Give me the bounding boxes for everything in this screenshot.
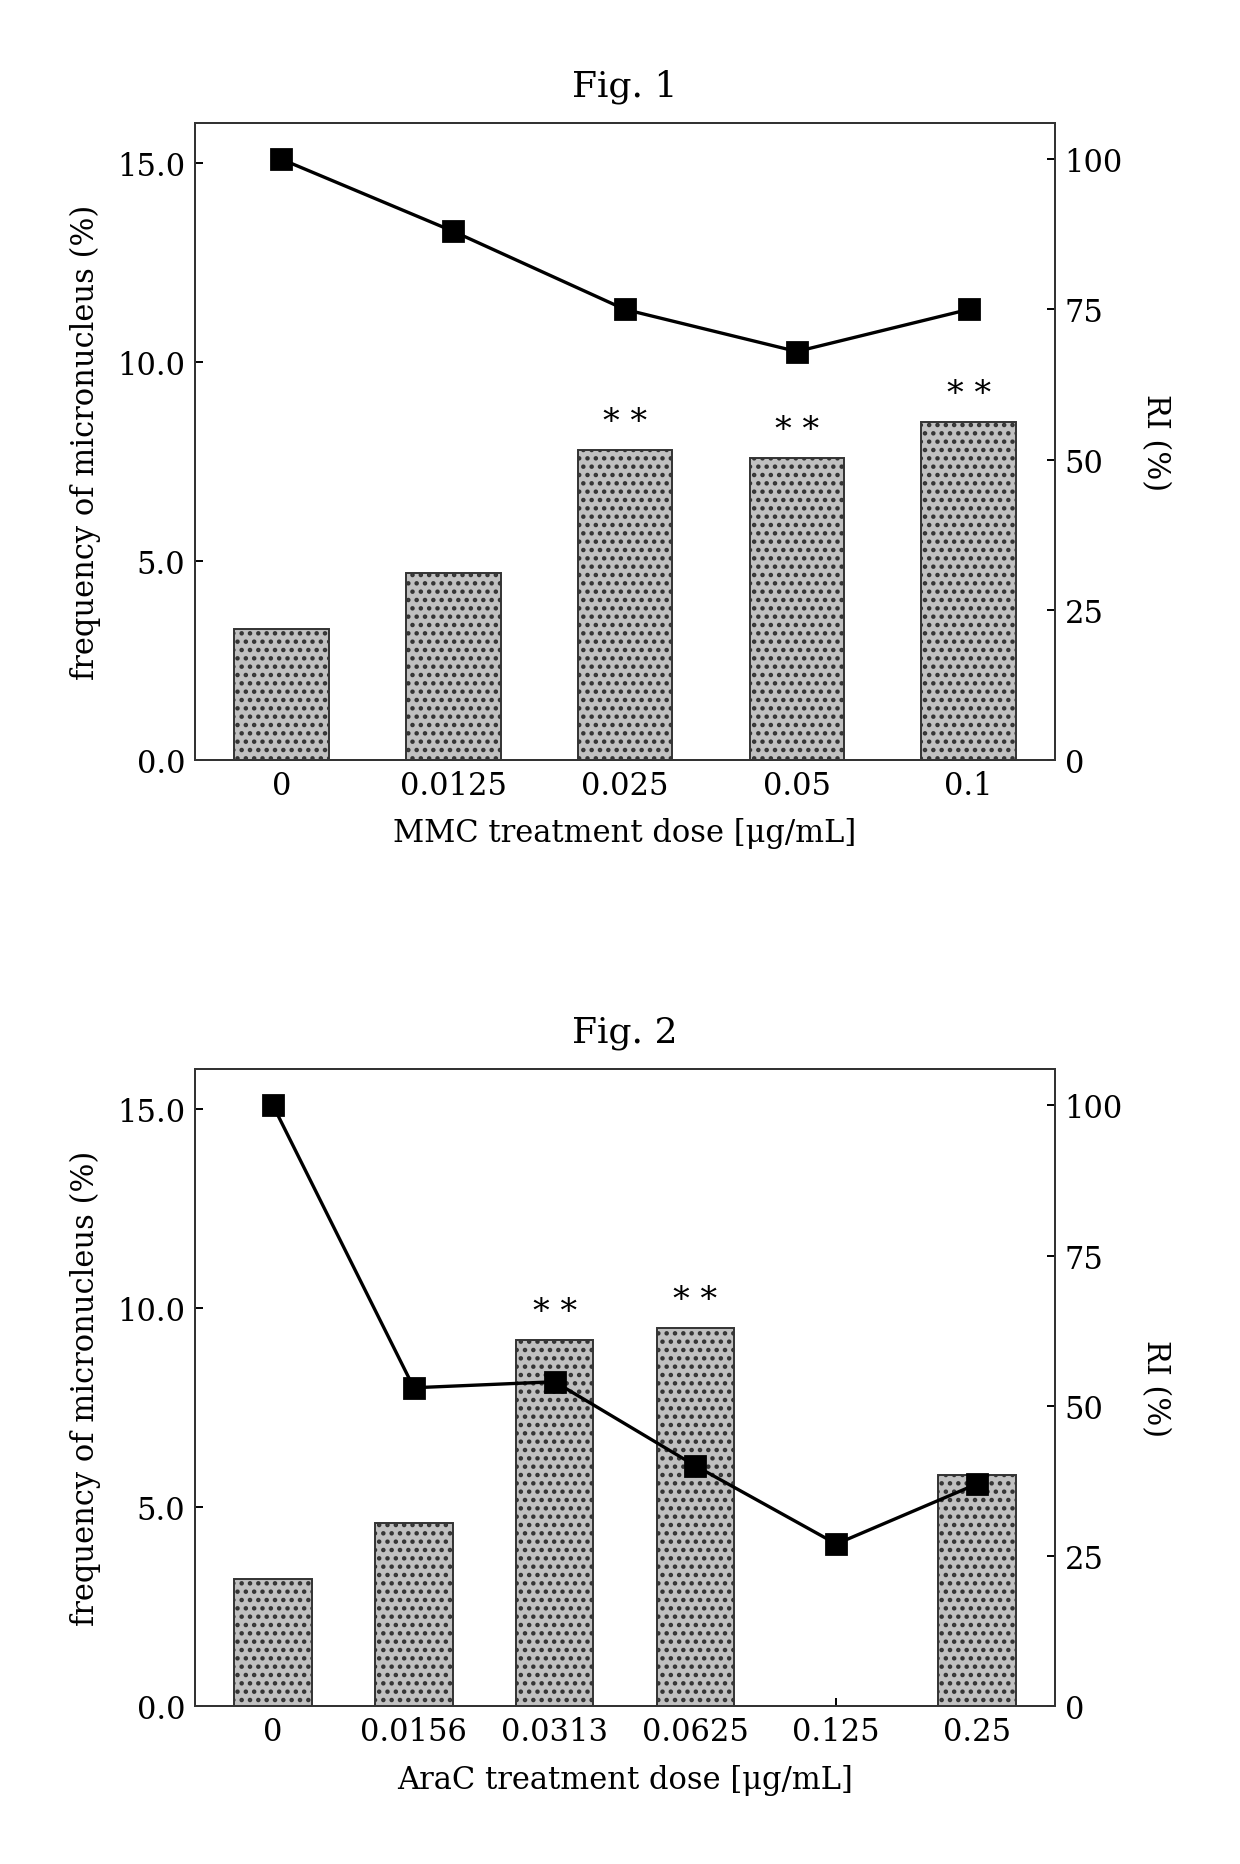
Bar (750, 459, 844, 761)
Y-axis label: frequency of micronucleus (%): frequency of micronucleus (%) (69, 205, 100, 680)
Bar (234, 1579, 311, 1706)
X-axis label: MMC treatment dose [μg/mL]: MMC treatment dose [μg/mL] (393, 818, 857, 848)
Bar (921, 423, 1016, 761)
Bar (657, 1329, 734, 1706)
Y-axis label: RI (%): RI (%) (1140, 1340, 1171, 1437)
Bar (516, 1340, 594, 1706)
Text: * *: * * (603, 406, 647, 438)
X-axis label: AraC treatment dose [μg/mL]: AraC treatment dose [μg/mL] (397, 1763, 853, 1795)
Text: * *: * * (775, 414, 818, 445)
Y-axis label: RI (%): RI (%) (1140, 393, 1171, 490)
Bar (374, 1523, 453, 1706)
Title: Fig. 2: Fig. 2 (573, 1016, 678, 1049)
Title: Fig. 1: Fig. 1 (573, 69, 678, 104)
Text: * *: * * (532, 1295, 577, 1329)
Bar (234, 630, 329, 761)
Bar (939, 1476, 1016, 1706)
Y-axis label: frequency of micronucleus (%): frequency of micronucleus (%) (69, 1150, 100, 1625)
Text: * *: * * (673, 1284, 718, 1316)
Bar (578, 451, 672, 761)
Bar (405, 574, 501, 761)
Text: * *: * * (946, 378, 991, 410)
